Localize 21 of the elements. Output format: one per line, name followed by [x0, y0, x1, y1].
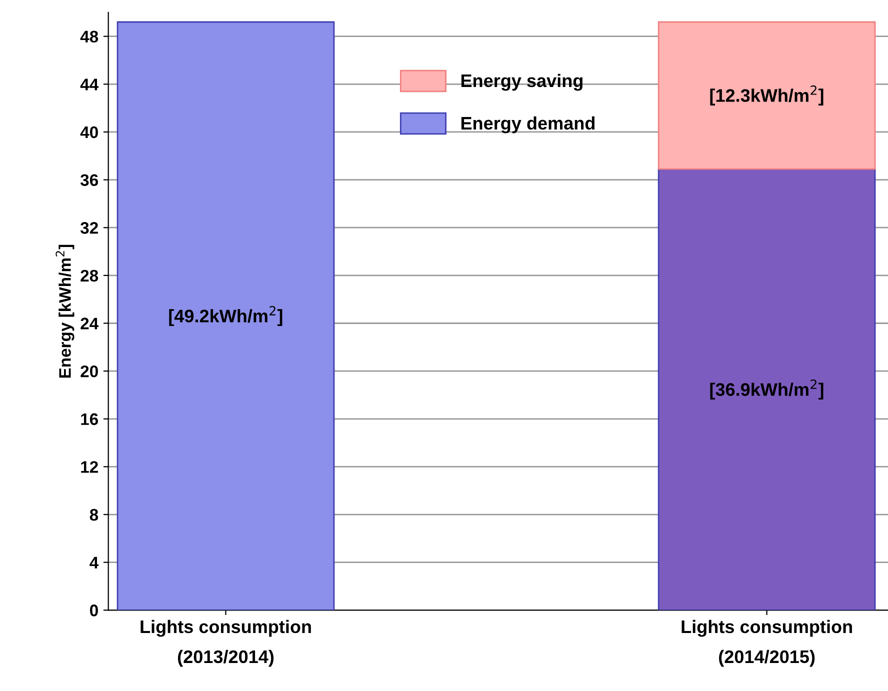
y-tick-label: 40 [80, 126, 98, 138]
y-tick-label: 48 [80, 30, 98, 43]
x-tick-label: Lights consumption (2013/2014) [140, 620, 311, 667]
y-axis-title: Energy [kWh/m$^{2}$] [56, 244, 74, 378]
y-tick-label: 24 [80, 318, 99, 330]
legend-label: Energy saving [461, 74, 582, 91]
data-label: [12.3kWh/m$^{2}$] [710, 85, 824, 106]
data-label: [36.9kWh/m$^{2}$] [710, 379, 824, 400]
y-tick-label: 20 [80, 365, 98, 378]
y-tick-label: 32 [80, 222, 98, 234]
y-tick-label: 8 [90, 508, 98, 521]
y-tick-label: 36 [80, 174, 98, 186]
data-label: [49.2kWh/m$^{2}$] [169, 306, 282, 326]
y-tick-label: 16 [81, 413, 98, 426]
y-tick-label: 12 [81, 461, 98, 473]
y-tick-label: 4 [90, 556, 99, 568]
x-tick-label: Lights consumption (2014/2015) [682, 620, 852, 667]
y-tick-label: 44 [80, 78, 99, 90]
y-tick-label: 28 [80, 270, 98, 282]
legend-label: Energy demand [461, 116, 594, 134]
y-tick-label: 0 [90, 604, 98, 616]
